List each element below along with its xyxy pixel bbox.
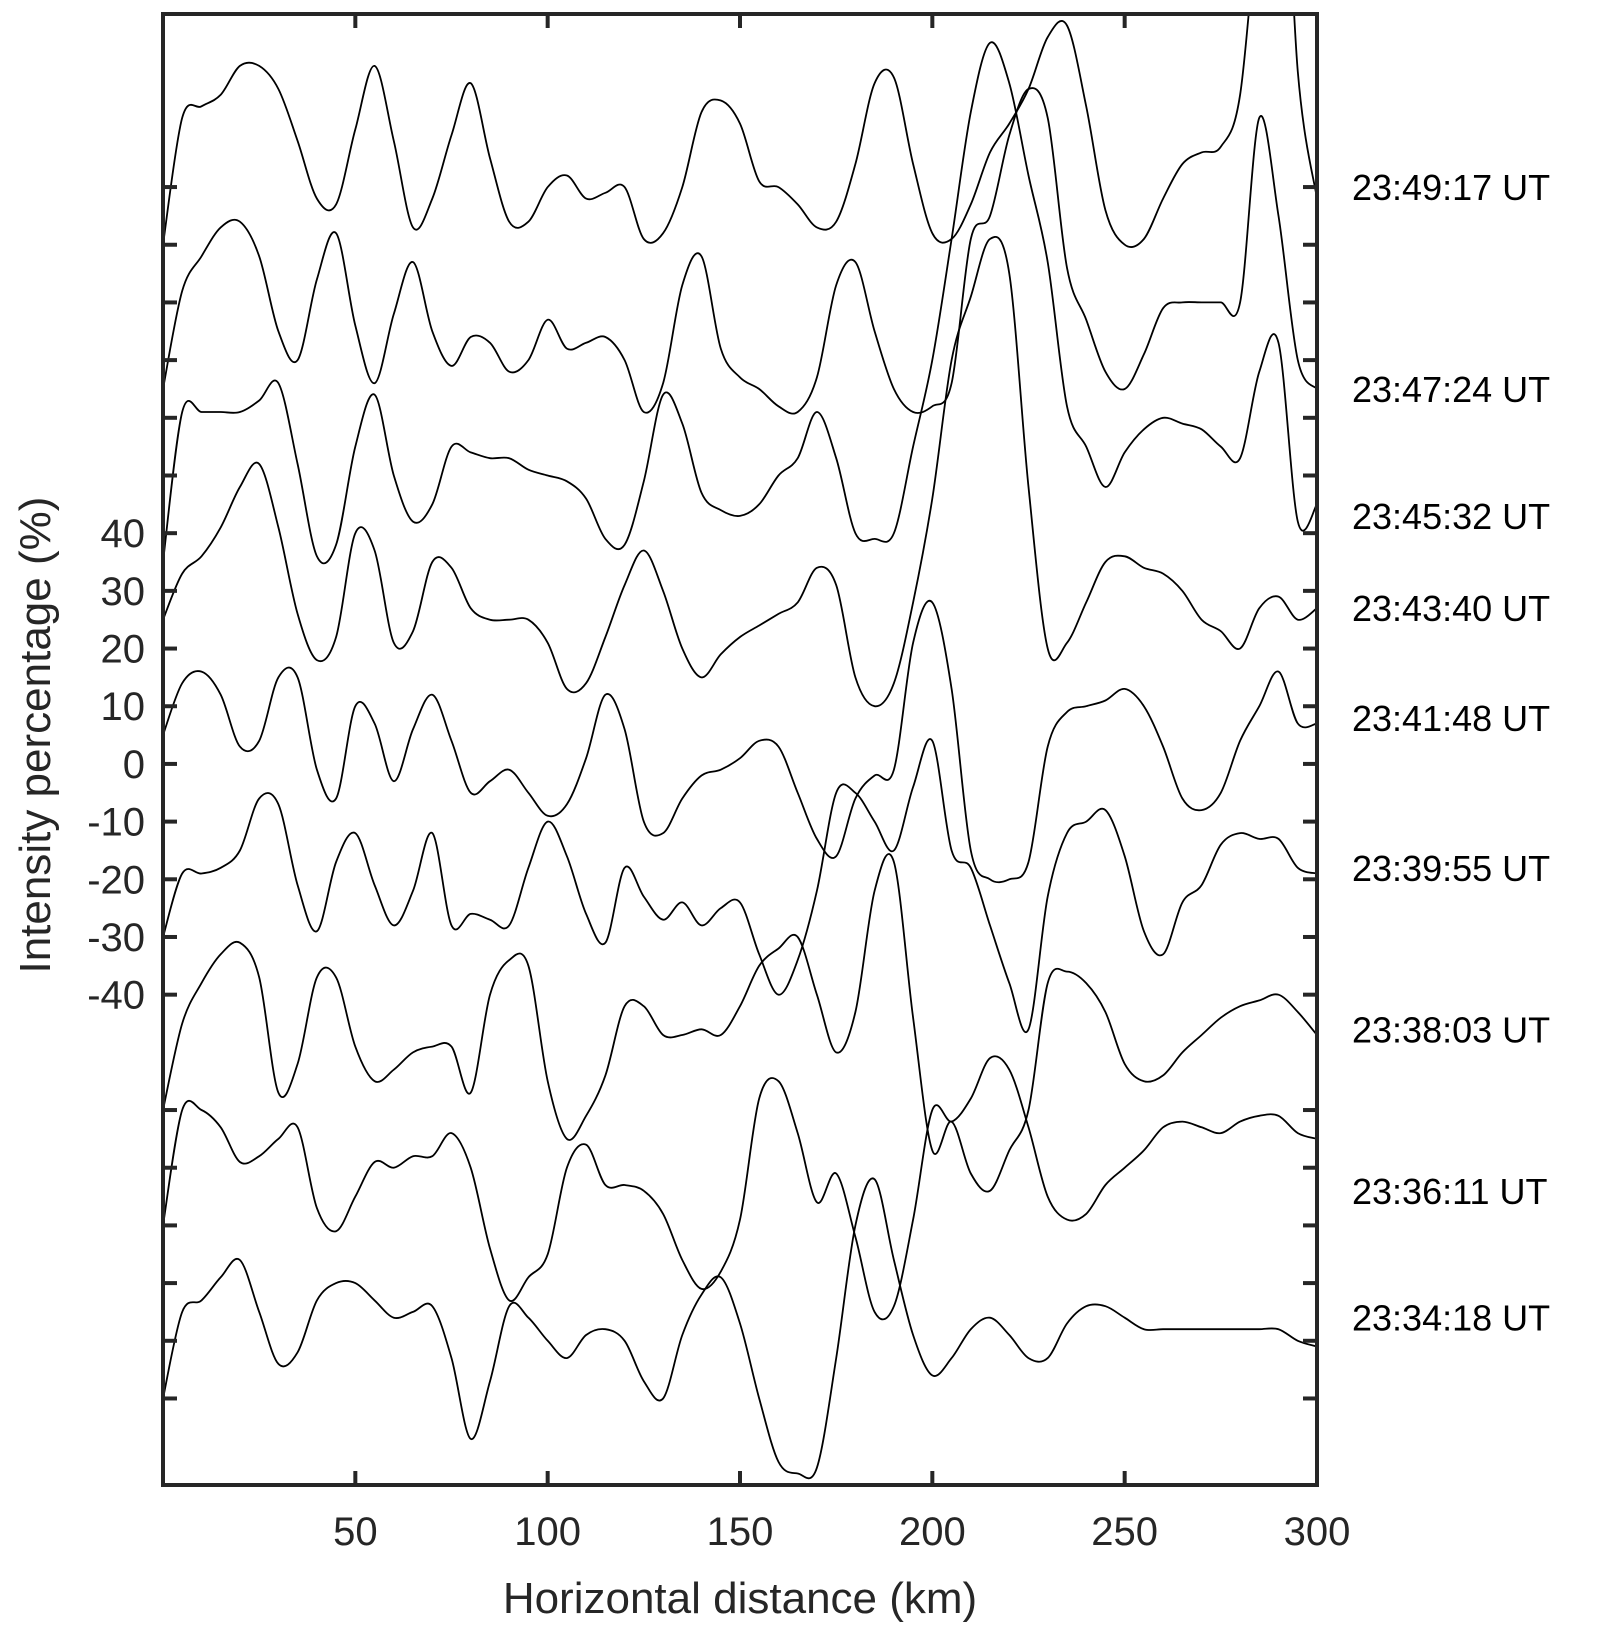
series-label: 23:49:17 UT	[1352, 167, 1550, 208]
y-tick-label: -40	[87, 974, 145, 1018]
y-tick-label: -10	[87, 801, 145, 845]
y-tick-label: -30	[87, 916, 145, 960]
y-axis-title: Intensity percentage (%)	[11, 497, 60, 974]
series-label: 23:38:03 UT	[1352, 1009, 1550, 1050]
series-line-2	[163, 41, 1317, 565]
y-tick-label: 0	[123, 743, 145, 787]
plot-lines	[163, 14, 1317, 1480]
plot-frame	[161, 12, 1319, 1487]
series-label: 23:41:48 UT	[1352, 698, 1550, 739]
series-label: 23:34:18 UT	[1352, 1298, 1550, 1339]
series-line-5	[163, 738, 1317, 1033]
series-label: 23:47:24 UT	[1352, 369, 1550, 410]
series-label: 23:45:32 UT	[1352, 496, 1550, 537]
x-axis-title: Horizontal distance (km)	[503, 1574, 977, 1623]
x-tick-label: 150	[707, 1510, 774, 1554]
series-line-8	[163, 1177, 1317, 1480]
series-label: 23:39:55 UT	[1352, 848, 1550, 889]
x-tick-label: 100	[514, 1510, 581, 1554]
y-tick-label: 30	[101, 570, 146, 614]
x-tick-label: 200	[899, 1510, 966, 1554]
x-tick-label: 250	[1091, 1510, 1158, 1554]
series-label: 23:43:40 UT	[1352, 588, 1550, 629]
y-tick-label: 20	[101, 628, 146, 672]
series-line-0	[163, 14, 1317, 248]
series-line-4	[163, 599, 1317, 884]
y-tick-label: 10	[101, 685, 146, 729]
series-labels: 23:49:17 UT 23:47:24 UT 23:45:32 UT 23:43:4…	[1352, 167, 1550, 1339]
y-tick-label: 40	[101, 512, 146, 556]
series-label: 23:36:11 UT	[1352, 1171, 1547, 1212]
x-tick-label: 50	[333, 1510, 378, 1554]
series-line-6	[163, 853, 1317, 1193]
y-tick-label: -20	[87, 858, 145, 902]
series-line-7	[163, 1055, 1317, 1321]
series-line-1	[163, 87, 1317, 415]
series-line-3	[163, 236, 1317, 708]
x-tick-label: 300	[1284, 1510, 1351, 1554]
axis-ticks	[163, 14, 1319, 1485]
